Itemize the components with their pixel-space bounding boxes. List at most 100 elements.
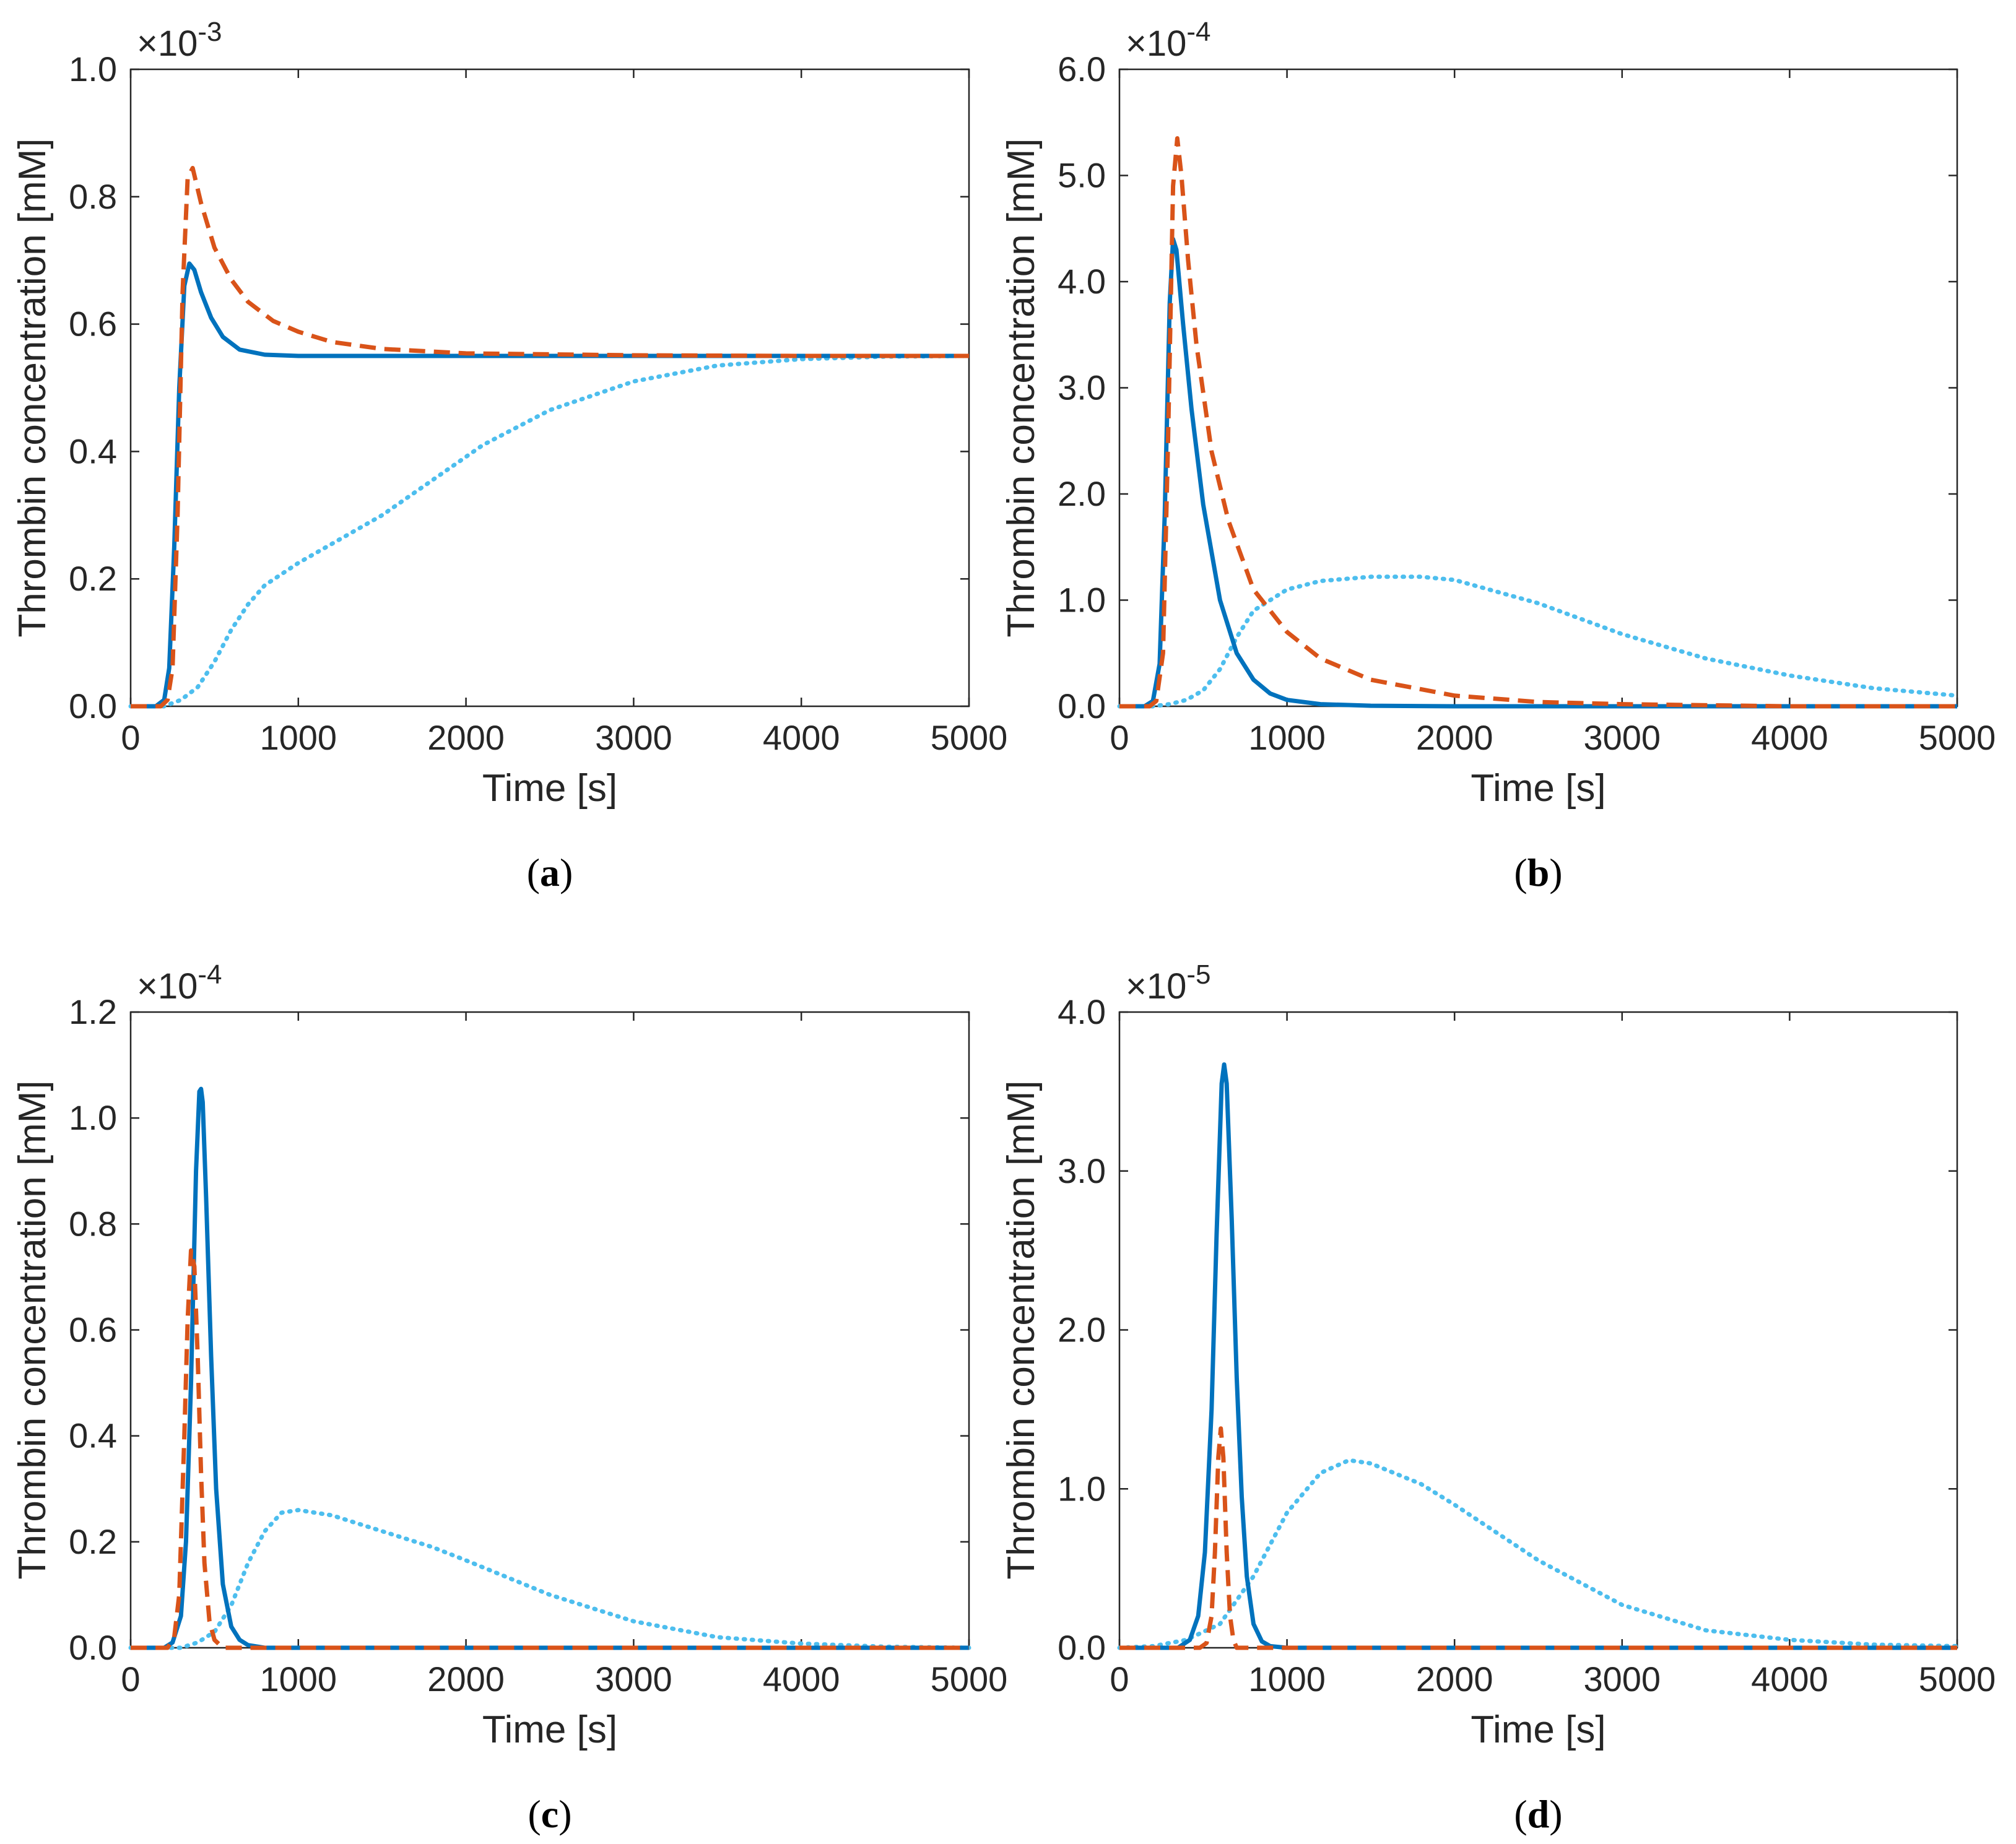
chart-d-caption-letter: d	[1527, 1792, 1550, 1836]
chart-c-ytick-label: 1.2	[69, 992, 117, 1031]
chart-d-series-dotted-line	[1117, 1458, 1960, 1650]
chart-c-xtick-label: 4000	[763, 1660, 840, 1699]
chart-a-ytick-label: 0.4	[69, 431, 117, 470]
chart-b-ytick-label: 2.0	[1058, 474, 1106, 513]
chart-a-ytick-label: 0.8	[69, 177, 117, 216]
chart-a-xlabel: Time [s]	[482, 767, 617, 810]
chart-d: 0 1000 2000 3000 4000 5000 0.0 1.0 2.0 3.0 4.0 ×10-…	[1000, 959, 1996, 1836]
chart-d-exponent-label: ×10-5	[1126, 959, 1211, 1006]
chart-d-ytick-label: 4.0	[1058, 992, 1106, 1031]
chart-a-ytick-label: 0.6	[69, 305, 117, 344]
chart-c-xtick-label: 0	[121, 1660, 140, 1699]
chart-b-series-dotted-line	[1117, 574, 1960, 709]
chart-a-plot-area	[129, 68, 970, 708]
chart-b-caption-close: )	[1549, 851, 1562, 894]
chart-c-exponent-base: ×10	[137, 966, 198, 1006]
chart-b-xtick-label: 4000	[1751, 718, 1828, 757]
chart-b-caption-open: (	[1514, 851, 1527, 894]
chart-b-caption-letter: b	[1527, 851, 1550, 894]
chart-b-series-solid-line	[1119, 236, 1957, 709]
chart-c-ytick-label: 1.0	[69, 1098, 117, 1137]
chart-b-ytick-label: 5.0	[1058, 156, 1106, 195]
chart-d-xlabel: Time [s]	[1471, 1708, 1605, 1751]
chart-d-ytick-label: 1.0	[1058, 1469, 1106, 1508]
chart-a-ytick-label: 0.0	[69, 686, 117, 725]
chart-b-ytick-label: 1.0	[1058, 581, 1106, 620]
chart-c-xtick-label: 1000	[260, 1660, 337, 1699]
chart-a-series-dashed-line	[131, 166, 969, 709]
chart-b-ylabel: Thrombin concentration [mM]	[1000, 138, 1043, 637]
chart-d-xtick-label: 4000	[1751, 1660, 1828, 1699]
chart-c-series-solid-line	[131, 1086, 969, 1650]
chart-a-xtick-label: 4000	[763, 718, 840, 757]
chart-b-xtick-label: 0	[1110, 718, 1129, 757]
chart-a-series-solid-line	[131, 261, 969, 709]
chart-b-caption: (b)	[1514, 851, 1562, 894]
chart-b-xtick-label: 1000	[1248, 718, 1326, 757]
chart-d-plot-area	[1118, 1011, 1958, 1649]
chart-c-xtick-label: 2000	[427, 1660, 505, 1699]
chart-a-xtick-label: 3000	[595, 718, 672, 757]
chart-d-exponent-power: -5	[1186, 959, 1210, 990]
chart-c-ytick-label: 0.6	[69, 1310, 117, 1349]
chart-a-xtick-label: 5000	[931, 718, 1008, 757]
chart-b-xlabel: Time [s]	[1471, 767, 1605, 810]
chart-b-plot-area	[1118, 68, 1958, 708]
chart-b-ytick-label: 0.0	[1058, 686, 1106, 725]
chart-a-series-dotted-line	[128, 353, 971, 709]
chart-b-xtick-label: 3000	[1584, 718, 1661, 757]
chart-b-ytick-label: 4.0	[1058, 262, 1106, 301]
chart-d-xtick-label: 5000	[1919, 1660, 1996, 1699]
chart-d-xtick-label: 0	[1110, 1660, 1129, 1699]
chart-b-exponent-power: -4	[1186, 17, 1210, 47]
chart-c-exponent-label: ×10-4	[137, 959, 222, 1006]
chart-c-ytick-label: 0.4	[69, 1416, 117, 1455]
chart-c-caption-letter: c	[541, 1792, 558, 1836]
chart-a-xtick-label: 1000	[260, 718, 337, 757]
chart-a-caption-close: )	[560, 851, 573, 894]
chart-c-ytick-label: 0.0	[69, 1628, 117, 1667]
chart-d-caption-close: )	[1549, 1792, 1562, 1836]
chart-c-exponent-power: -4	[198, 959, 222, 990]
chart-a-ytick-label: 1.0	[69, 50, 117, 89]
chart-d-xtick-label: 2000	[1416, 1660, 1493, 1699]
chart-c-caption-open: (	[528, 1792, 541, 1836]
chart-a-xtick-label: 2000	[427, 718, 505, 757]
chart-c-series-dashed-line	[131, 1248, 969, 1650]
chart-a-caption: (a)	[527, 851, 573, 894]
chart-d-series-solid-line	[1119, 1062, 1957, 1650]
chart-c-xtick-label: 3000	[595, 1660, 672, 1699]
chart-d-xtick-label: 3000	[1584, 1660, 1661, 1699]
chart-b-ytick-label: 3.0	[1058, 368, 1106, 407]
chart-d-caption: (d)	[1514, 1792, 1562, 1836]
chart-a-caption-open: (	[527, 851, 540, 894]
chart-c-xtick-label: 5000	[931, 1660, 1008, 1699]
chart-c: 0 1000 2000 3000 4000 5000 0.0 0.2 0.4 0.6 0.8 1.0 1…	[11, 959, 1007, 1836]
chart-b-exponent-label: ×10-4	[1126, 17, 1211, 64]
chart-d-ytick-label: 2.0	[1058, 1310, 1106, 1349]
chart-c-ylabel: Thrombin concentration [mM]	[11, 1080, 54, 1579]
chart-a-ytick-label: 0.2	[69, 559, 117, 598]
chart-a: 0 1000 2000 3000 4000 5000 0.0 0.2 0.4 0.6 0.8 1.0 ×…	[11, 17, 1007, 894]
chart-a-caption-letter: a	[540, 851, 560, 894]
chart-c-ytick-label: 0.8	[69, 1204, 117, 1243]
chart-a-exponent-label: ×10-3	[137, 17, 222, 64]
chart-d-xtick-label: 1000	[1248, 1660, 1326, 1699]
chart-d-ytick-label: 0.0	[1058, 1628, 1106, 1667]
chart-c-xlabel: Time [s]	[482, 1708, 617, 1751]
chart-b-exponent-base: ×10	[1126, 24, 1186, 64]
chart-d-caption-open: (	[1514, 1792, 1527, 1836]
chart-c-caption: (c)	[528, 1792, 571, 1836]
panels: 0 1000 2000 3000 4000 5000 0.0 0.2 0.4 0.6 0.8 1.0 ×…	[11, 17, 1996, 1836]
chart-b-series-dashed-line	[1119, 136, 1957, 709]
chart-b-xtick-label: 5000	[1919, 718, 1996, 757]
chart-d-exponent-base: ×10	[1126, 966, 1186, 1006]
chart-d-ytick-label: 3.0	[1058, 1151, 1106, 1190]
chart-c-ytick-label: 0.2	[69, 1522, 117, 1561]
chart-a-ylabel: Thrombin concentration [mM]	[11, 138, 54, 637]
chart-c-caption-close: )	[558, 1792, 571, 1836]
chart-d-series-dashed-line	[1119, 1426, 1957, 1650]
chart-a-exponent-power: -3	[198, 17, 222, 47]
chart-d-ylabel: Thrombin concentration [mM]	[1000, 1080, 1043, 1579]
